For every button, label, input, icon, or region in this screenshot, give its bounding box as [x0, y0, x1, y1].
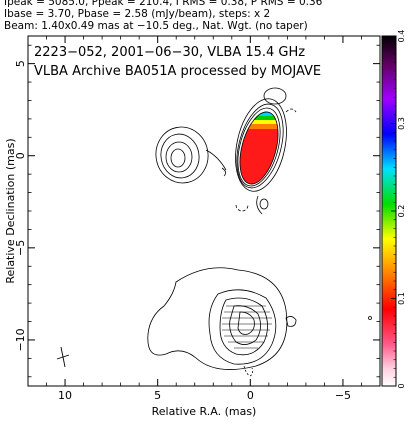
y-axis-label: Relative Declination (mas)	[4, 138, 17, 283]
colorbar-tick-label: 0.3	[397, 117, 406, 130]
colorbar-tick-label: 0.2	[397, 205, 406, 218]
colorbar-ticks: 0 0.1 0.2 0.3 0.4	[391, 30, 406, 389]
plot-frame	[27, 35, 381, 387]
axes: 10 5 0 −5 5 0 −5 −10	[14, 36, 381, 402]
header-line-2: Ibase = 3.70, Pbase = 2.58 (mJy/beam), s…	[4, 8, 271, 21]
header-info: Ipeak = 5085.0, Ppeak = 210.4, I RMS = 0…	[4, 0, 409, 33]
y-tick-label: 0	[14, 152, 27, 159]
colorbar-tick-label: 0.4	[397, 30, 406, 43]
colorbar-tick-label: 0.1	[397, 292, 406, 305]
x-tick-label: 0	[247, 389, 254, 402]
y-tick-label: −5	[14, 240, 27, 256]
header-line-3: Beam: 1.40x0.49 mas at −10.5 deg., Nat. …	[4, 20, 308, 33]
y-tick-label: −10	[14, 328, 27, 351]
colorbar-tick-label: 0	[397, 383, 406, 388]
header-line-1: Ipeak = 5085.0, Ppeak = 210.4, I RMS = 0…	[4, 0, 323, 8]
core-contours	[221, 87, 297, 215]
jet-knot-contours	[155, 126, 227, 184]
x-tick-label: 5	[154, 389, 161, 402]
x-tick-label: −5	[335, 389, 351, 402]
x-axis-label: Relative R.A. (mas)	[152, 405, 257, 418]
plot-title-line-2: VLBA Archive BA051A processed by MOJAVE	[34, 64, 321, 79]
x-tick-label: 10	[58, 389, 72, 402]
lobe-contours	[147, 267, 372, 377]
beam-marker	[56, 346, 70, 368]
plot-title-line-1: 2223−052, 2001−06−30, VLBA 15.4 GHz	[34, 45, 305, 60]
y-tick-label: 5	[14, 60, 27, 67]
